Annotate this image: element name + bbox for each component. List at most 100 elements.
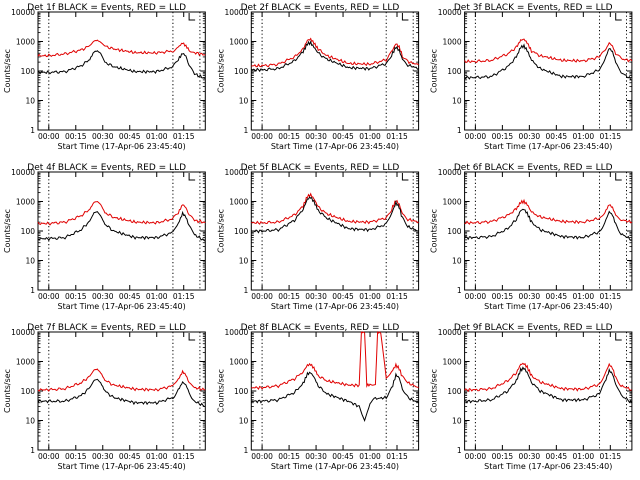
y-tick-label: 10000	[224, 328, 248, 337]
x-axis-label: Start Time (17-Apr-06 23:45:40)	[484, 462, 612, 471]
x-tick-label: 00:30	[305, 132, 327, 141]
panel-det-2: Det 2f BLACK = Events, RED = LLD 1 10 100 10…	[216, 3, 420, 151]
x-tick-label: 00:45	[119, 292, 141, 301]
y-tick-label: 100	[21, 387, 36, 396]
lld-series-line	[37, 39, 206, 58]
x-tick-label: 00:00	[251, 452, 273, 461]
y-tick-label: 1	[30, 446, 35, 455]
lld-series-line	[464, 198, 633, 225]
panel-title: Det 8f BLACK = Events, RED = LLD	[241, 323, 400, 333]
y-axis-label: Counts/sec	[216, 369, 225, 413]
y-tick-label: 100	[21, 227, 36, 236]
panel-title: Det 7f BLACK = Events, RED = LLD	[27, 323, 186, 333]
x-tick-label: 00:15	[278, 292, 300, 301]
x-tick-label: 01:00	[573, 132, 595, 141]
x-tick-label: 01:00	[146, 132, 168, 141]
x-tick-label: 00:00	[465, 452, 487, 461]
y-tick-label: 10	[25, 97, 35, 106]
y-tick-label: 10	[239, 97, 249, 106]
events-series-line	[37, 50, 206, 80]
y-axis-label: Counts/sec	[3, 369, 12, 413]
y-tick-label: 10	[25, 257, 35, 266]
panel-title: Det 2f BLACK = Events, RED = LLD	[241, 3, 400, 13]
plot-frame	[464, 11, 633, 131]
y-tick-label: 1000	[443, 358, 462, 367]
y-tick-label: 10	[452, 257, 462, 266]
events-series-line	[251, 196, 419, 234]
x-axis-label: Start Time (17-Apr-06 23:45:40)	[58, 302, 186, 311]
y-axis-label: Counts/sec	[3, 49, 12, 93]
panel-title: Det 9f BLACK = Events, RED = LLD	[454, 323, 613, 333]
x-tick-label: 01:00	[573, 452, 595, 461]
x-tick-label: 00:15	[492, 292, 514, 301]
x-tick-label: 00:30	[305, 452, 327, 461]
panel-det-5: Det 5f BLACK = Events, RED = LLD 1 10 100 10…	[216, 163, 420, 311]
y-tick-label: 1	[244, 286, 249, 295]
y-tick-label: 1000	[16, 358, 35, 367]
y-axis-label: Counts/sec	[430, 369, 439, 413]
panel-title: Det 5f BLACK = Events, RED = LLD	[241, 163, 400, 173]
y-tick-label: 1	[30, 126, 35, 135]
x-tick-label: 00:30	[92, 452, 114, 461]
y-tick-label: 100	[21, 67, 36, 76]
x-tick-label: 01:15	[386, 452, 408, 461]
lld-series-line	[251, 330, 419, 391]
interval-bracket-marker	[401, 13, 409, 21]
lld-series-line	[251, 192, 419, 225]
interval-bracket-marker	[401, 333, 409, 341]
x-axis-label: Start Time (17-Apr-06 23:45:40)	[271, 302, 399, 311]
y-tick-label: 10	[25, 417, 35, 426]
x-tick-label: 01:00	[359, 292, 381, 301]
x-axis-label: Start Time (17-Apr-06 23:45:40)	[271, 462, 399, 471]
x-axis-label: Start Time (17-Apr-06 23:45:40)	[484, 142, 612, 151]
y-tick-label: 1	[244, 126, 249, 135]
y-tick-label: 10000	[438, 328, 462, 337]
y-tick-label: 100	[234, 227, 249, 236]
interval-bracket-marker	[615, 333, 622, 341]
y-tick-label: 10000	[438, 168, 462, 177]
y-tick-label: 1	[457, 126, 462, 135]
x-tick-label: 00:00	[38, 132, 60, 141]
x-axis-label: Start Time (17-Apr-06 23:45:40)	[58, 142, 186, 151]
x-tick-label: 00:30	[305, 292, 327, 301]
interval-bracket-marker	[188, 173, 196, 181]
y-tick-label: 10	[452, 417, 462, 426]
y-axis-label: Counts/sec	[3, 209, 12, 253]
x-tick-label: 01:00	[573, 292, 595, 301]
x-tick-label: 00:30	[519, 452, 541, 461]
x-tick-label: 00:30	[519, 132, 541, 141]
panel-title: Det 3f BLACK = Events, RED = LLD	[454, 3, 613, 13]
x-tick-label: 01:15	[386, 292, 408, 301]
y-tick-label: 10000	[224, 8, 248, 17]
events-series-line	[251, 371, 419, 423]
y-tick-label: 1000	[229, 38, 248, 47]
x-tick-label: 01:00	[359, 452, 381, 461]
panel-det-3: Det 3f BLACK = Events, RED = LLD 1 10 100 10…	[430, 3, 633, 151]
panel-det-7: Det 7f BLACK = Events, RED = LLD 1 10 100 10…	[3, 323, 206, 471]
x-tick-label: 00:15	[492, 132, 514, 141]
panel-title: Det 1f BLACK = Events, RED = LLD	[27, 3, 186, 13]
panel-det-1: Det 1f BLACK = Events, RED = LLD 1 10 100 10…	[3, 3, 206, 151]
y-axis-label: Counts/sec	[216, 49, 225, 93]
x-tick-label: 00:30	[519, 292, 541, 301]
x-tick-label: 01:15	[173, 132, 195, 141]
x-tick-label: 00:00	[465, 132, 487, 141]
lld-series-line	[251, 37, 419, 68]
panel-title: Det 6f BLACK = Events, RED = LLD	[454, 163, 613, 173]
x-tick-label: 00:45	[546, 292, 568, 301]
events-series-line	[37, 210, 206, 242]
x-tick-label: 00:15	[278, 452, 300, 461]
lld-series-line	[464, 362, 633, 393]
y-tick-label: 100	[447, 67, 462, 76]
y-tick-label: 100	[447, 227, 462, 236]
y-tick-label: 10	[239, 417, 249, 426]
events-series-line	[464, 208, 633, 241]
x-tick-label: 00:00	[38, 292, 60, 301]
y-tick-label: 10	[452, 97, 462, 106]
x-tick-label: 00:15	[492, 452, 514, 461]
y-tick-label: 1000	[443, 198, 462, 207]
y-tick-label: 1000	[16, 38, 35, 47]
y-tick-label: 1	[457, 286, 462, 295]
